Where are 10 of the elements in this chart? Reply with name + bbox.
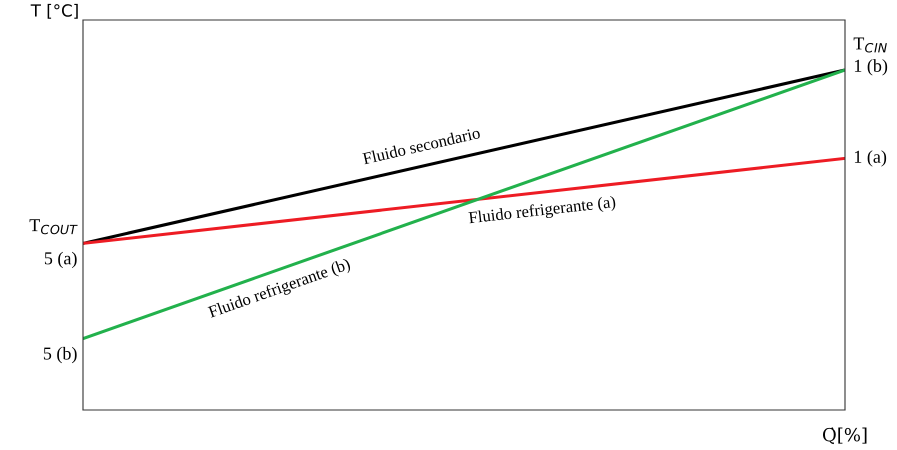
text: Fluido refrigerante (a) xyxy=(468,195,616,227)
annotation: 1 (a) xyxy=(854,150,886,167)
text: Fluido secondario xyxy=(362,126,481,164)
annotation: 5 (a) xyxy=(44,252,77,268)
y-axis-title: T [°C] xyxy=(30,4,78,19)
annotation: T$_{COUT}$ xyxy=(30,219,78,234)
annotation: 1 (b) xyxy=(854,59,888,76)
annotation: 5 (b) xyxy=(44,346,77,364)
text: T$_{CIN}$ xyxy=(854,38,887,53)
x-axis-title: Q̇[%] xyxy=(822,427,866,444)
